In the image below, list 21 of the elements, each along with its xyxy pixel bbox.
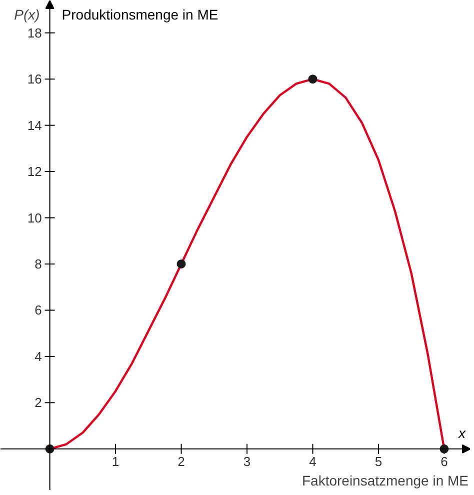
x-tick-label: 3 — [243, 454, 251, 469]
y-tick-label: 4 — [34, 348, 42, 364]
x-tick-label: 6 — [440, 454, 448, 469]
y-tick-label: 8 — [34, 256, 42, 272]
y-tick-label: 12 — [27, 164, 42, 180]
point — [176, 260, 186, 268]
x-tick-label: 2 — [178, 454, 185, 469]
y-tick-label: 18 — [27, 25, 42, 40]
y-tick-label: 6 — [34, 302, 42, 318]
x-axis-title: Faktoreinsatzmenge in ME — [302, 472, 469, 488]
point — [308, 74, 318, 84]
y-tick-label: 16 — [27, 72, 42, 87]
y-tick-label: 10 — [27, 210, 42, 226]
y-tick-label: 2 — [34, 395, 42, 410]
x-tick-label: 5 — [374, 454, 382, 469]
annotation: x — [458, 424, 466, 441]
y-tick-label: 14 — [27, 118, 42, 133]
x-tick-label: 4 — [309, 454, 316, 469]
x-tick-label: 1 — [112, 454, 120, 469]
annotation: P(x) — [14, 6, 40, 22]
y-axis-title: Produktionsmenge in ME — [62, 6, 218, 22]
